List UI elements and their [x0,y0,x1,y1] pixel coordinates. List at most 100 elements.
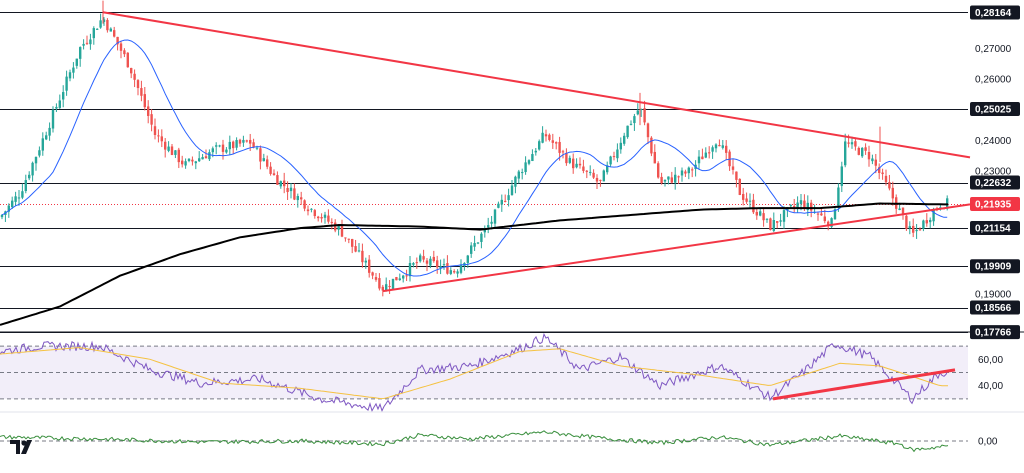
candle-body [17,197,21,199]
candle-body [738,178,741,195]
candle [378,273,381,291]
candle-body [901,207,905,215]
candle [408,255,412,282]
candle [31,161,34,182]
candle-body [123,50,126,55]
candle [878,163,881,180]
candle [215,142,218,155]
candle [92,26,95,45]
candle-body [31,162,34,176]
candle [28,171,31,181]
candle [820,208,823,216]
candle-body [769,218,772,230]
candle [160,129,163,148]
candle-body [854,141,857,147]
candle-body [109,28,112,32]
candle [762,208,765,227]
candle-body [357,250,361,252]
candle-body [347,238,350,240]
candle [422,249,425,263]
candle [323,211,327,224]
candle [51,106,55,133]
level-label-text: 0,18566 [975,303,1012,314]
price-panel [0,0,971,333]
candle [449,267,452,276]
candle-body [827,221,830,227]
candle-body [592,172,595,178]
candle-body [181,160,184,165]
candle-body [572,158,575,169]
candle-body [643,108,646,123]
candle-body [286,188,289,193]
candle [164,138,167,158]
candle-body [755,211,758,216]
candle-body [487,225,490,228]
candle [344,237,347,242]
current-price-label: 0,21935 [970,196,1020,211]
candle [364,257,367,269]
candle [276,171,279,185]
candle-body [337,225,340,230]
candle-body [599,179,602,181]
candle-body [847,142,850,144]
candle [89,33,92,50]
rsi-trendline [772,368,956,401]
candle [75,58,78,69]
candle-body [289,187,293,192]
candle [245,139,248,143]
candle [541,126,544,144]
candle [864,143,867,155]
candle [272,169,276,176]
candle [867,145,871,167]
candle-body [752,199,755,213]
level-label-text: 0,22632 [975,178,1012,189]
candle-body [748,200,752,202]
candle [623,132,626,146]
candle-body [432,256,435,262]
candle [908,221,911,235]
candle [266,155,269,170]
candle [157,129,160,143]
candle-body [143,94,146,108]
candle [446,255,449,275]
candle-body [96,28,99,30]
candle-body [646,123,650,138]
candle-body [677,176,680,178]
candle [840,161,843,193]
candle [816,212,820,221]
candle-body [378,278,381,289]
candle [133,69,136,88]
candle [412,262,415,268]
candle [405,269,408,281]
candle-body [582,166,585,171]
candle [694,160,697,177]
level-label: 0,25025 [970,101,1020,116]
candle [340,219,344,238]
candle [395,276,398,281]
candle-body [708,152,711,154]
candle [14,191,17,206]
candle [113,26,116,38]
candle-body [14,196,17,202]
candle-body [799,200,803,204]
candle-body [922,220,925,229]
candle [41,132,44,156]
candle [415,257,418,269]
candle [772,212,775,233]
candle [228,135,231,155]
candle [48,122,51,141]
candle-body [58,100,61,108]
candle [459,259,463,275]
candle [626,125,629,139]
candle-body [211,148,214,153]
candle-body [11,200,14,208]
candle-body [221,144,225,152]
candle [871,154,874,165]
candle [857,146,860,156]
candle-body [762,213,765,221]
oscillator-tick-label: 0,00 [978,437,998,448]
candle [585,169,588,179]
candle-body [531,154,534,162]
candle-body [510,185,514,196]
